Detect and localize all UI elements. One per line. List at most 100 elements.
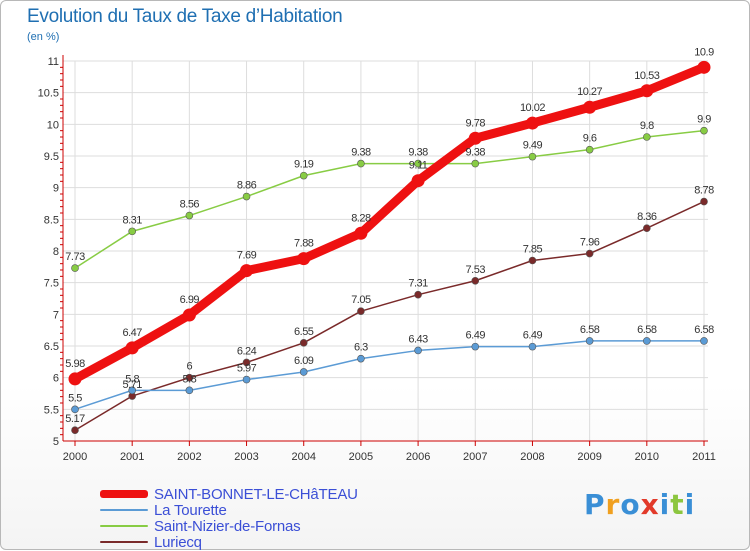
data-point [643,337,651,345]
data-point [700,126,708,135]
x-tick-label: 2008 [520,451,544,463]
data-point [128,386,136,395]
data-label: 9.38 [408,147,428,159]
data-point [185,211,194,220]
data-point [471,276,480,285]
data-label: 6.24 [237,345,257,357]
y-tick-label: 5 [53,436,59,448]
data-point [414,346,422,355]
data-label: 6.58 [580,324,600,336]
data-label: 9.6 [583,133,597,145]
data-point [583,100,597,114]
data-label: 5.71 [122,379,142,391]
data-point [700,197,708,206]
logo-letter: P [584,488,606,521]
x-tick-label: 2002 [177,451,201,463]
data-label: 5.17 [65,413,85,425]
data-label: 9.9 [697,114,711,126]
logo-letter: i [659,488,671,521]
data-label: 5.97 [237,363,257,375]
x-tick-label: 2011 [692,451,716,463]
data-label: 7.88 [294,238,314,250]
data-label: 5.98 [65,358,85,370]
data-label: 7.73 [65,251,85,263]
data-label: 9.38 [466,147,486,159]
data-point [585,249,594,258]
data-label: 9.19 [294,159,314,171]
data-label: 9.8 [640,120,654,132]
x-tick-label: 2001 [120,451,144,463]
data-label: 10.02 [520,102,545,114]
legend-item-saint-bonnet[interactable]: SAINT-BONNET-LE-CHâTEAU [100,486,420,503]
data-point [354,226,368,240]
series-line-2 [74,129,705,269]
data-point [357,354,365,363]
data-point [471,342,480,351]
data-label: 8.86 [237,180,257,192]
data-label: 8.31 [122,214,142,226]
y-tick-label: 6.5 [44,341,59,353]
data-label: 8.56 [180,199,200,211]
y-tick-label: 8.5 [44,214,59,226]
logo-letter: x [640,488,660,521]
data-label: 5.8 [182,373,196,385]
data-label: 10.53 [634,70,659,82]
data-point [242,192,251,201]
data-point [528,342,537,351]
data-point [71,405,79,414]
data-point [414,159,422,168]
data-label: 10.27 [577,86,602,98]
series-line-0 [70,62,709,384]
data-label: 7.96 [580,237,600,249]
data-point [68,372,82,386]
x-tick-label: 2004 [291,451,315,463]
logo-letter: i [684,488,696,521]
data-label: 6.47 [122,327,142,339]
logo-letter: r [605,488,621,521]
data-label: 7.05 [351,294,371,306]
line-chart: 5 5.5 6 6.5 7 7.5 8 8.5 9 9.5 10 10.5 11 2000 2001 2002… [38,46,716,463]
data-point [585,337,594,345]
data-label: 5.5 [68,392,82,404]
data-label: 7.31 [408,278,428,290]
data-label: 6.58 [637,324,657,336]
data-point [242,358,251,367]
data-label: 6.58 [694,324,714,336]
x-tick-label: 2006 [406,451,430,463]
data-label: 9.11 [409,160,428,172]
data-point [643,133,651,141]
data-label: 7.69 [237,250,257,262]
legend-item-saint-nizier[interactable]: Saint-Nizier-de-Fornas [100,518,420,535]
data-label: 8.36 [637,211,657,223]
logo-letter: t [670,488,685,521]
proxiti-logo[interactable]: Proxiti [584,488,695,521]
data-label: 7.53 [466,264,486,276]
data-point [640,84,654,98]
data-label: 6.09 [294,355,314,367]
chart-unit: (en %) [27,31,60,43]
x-tick-label: 2000 [63,451,87,463]
data-label: 6.43 [408,333,428,345]
data-label: 5.8 [125,373,139,385]
data-label: 6 [187,361,193,373]
y-tick-label: 7 [53,309,59,321]
legend-item-la-tourette[interactable]: La Tourette [100,502,420,519]
y-tick-label: 5.5 [44,404,59,416]
legend-swatch [100,541,148,543]
data-point [185,386,194,395]
data-label: 9.49 [523,140,543,152]
legend-item-luriecq[interactable]: Luriecq [100,534,420,551]
data-point [643,224,651,232]
x-tick-label: 2009 [577,451,601,463]
chart-title: Evolution du Taux de Taxe d’Habitation [27,6,343,27]
y-tick-label: 10.5 [38,88,59,100]
data-point [299,368,308,376]
data-label: 6.99 [180,294,200,306]
y-tick-label: 7.5 [44,278,59,290]
legend-swatch [100,490,148,498]
data-point [242,375,251,384]
data-label: 6.55 [294,326,314,338]
data-point [297,252,311,266]
data-point [700,337,708,345]
